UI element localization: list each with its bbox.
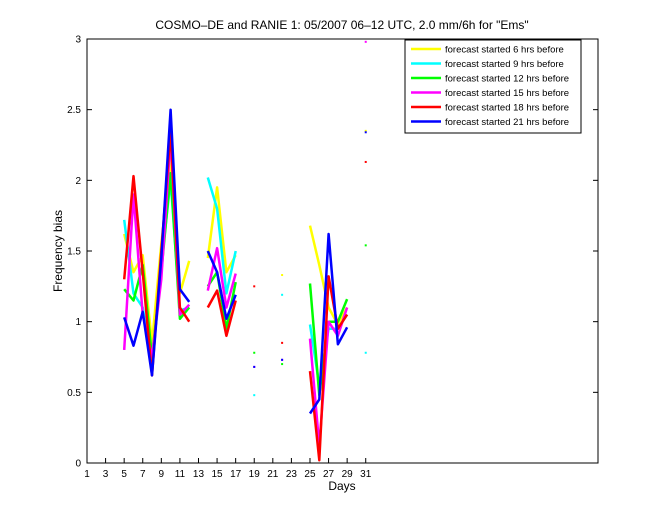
series-point [364, 351, 367, 354]
y-tick-label: 2.5 [67, 105, 81, 116]
series-6 [123, 108, 367, 415]
legend-label: forecast started 21 hrs before [445, 117, 569, 128]
x-tick-label: 13 [193, 469, 205, 480]
series-line [308, 307, 349, 448]
series-point [364, 244, 367, 247]
series-point [281, 363, 284, 366]
legend-entry: forecast started 9 hrs before [411, 59, 564, 70]
series-point [253, 365, 256, 368]
series-point [281, 274, 284, 277]
series-line [308, 275, 349, 462]
legend-box [404, 39, 582, 134]
legend-label: forecast started 12 hrs before [445, 74, 569, 85]
x-tick-label: 15 [212, 469, 224, 480]
series-line [206, 250, 237, 321]
series-point [281, 358, 284, 361]
y-tick-label: 1.5 [67, 247, 81, 258]
x-tick-label: 23 [286, 469, 298, 480]
x-tick-label: 17 [230, 469, 242, 480]
x-tick-label: 21 [267, 469, 279, 480]
series-line [206, 177, 237, 295]
legend: forecast started 6 hrs before forecast st… [404, 39, 582, 134]
x-tick-label: 25 [304, 469, 316, 480]
x-tick-label: 7 [140, 469, 146, 480]
series-line [123, 108, 191, 377]
series-layer [122, 40, 367, 462]
y-axis-ticks: 0 0.5 1 1.5 2 2.5 3 [67, 35, 598, 470]
legend-entry: forecast started 21 hrs before [411, 117, 569, 128]
x-tick-label: 11 [175, 469, 186, 480]
x-tick-label: 3 [103, 469, 109, 480]
x-tick-label: 29 [342, 469, 354, 480]
y-tick-label: 0.5 [67, 388, 81, 399]
legend-entry: forecast started 18 hrs before [411, 103, 569, 114]
x-tick-label: 5 [121, 469, 127, 480]
series-point [253, 394, 256, 397]
y-tick-label: 0 [75, 459, 81, 470]
x-tick-label: 19 [249, 469, 261, 480]
series-line [206, 186, 237, 274]
x-tick-label: 31 [360, 469, 372, 480]
legend-label: forecast started 15 hrs before [445, 88, 569, 99]
series-line [206, 246, 237, 309]
series-line [308, 225, 349, 326]
series-point [364, 129, 367, 132]
x-tick-label: 27 [323, 469, 335, 480]
x-tick-label: 1 [84, 469, 90, 480]
series-point [364, 40, 367, 43]
series-point [253, 351, 256, 354]
legend-label: forecast started 18 hrs before [445, 103, 569, 114]
y-tick-label: 3 [75, 35, 81, 46]
x-axis-label: Days [328, 479, 355, 493]
series-point [281, 341, 284, 344]
y-axis-label: Frequency bias [51, 210, 65, 292]
x-tick-label: 9 [159, 469, 165, 480]
series-line [206, 289, 237, 338]
chart-title: COSMO–DE and RANIE 1: 05/2007 06–12 UTC,… [155, 18, 528, 32]
legend-entry: forecast started 15 hrs before [411, 88, 569, 99]
legend-entry: forecast started 12 hrs before [411, 74, 569, 85]
series-point [364, 131, 367, 134]
legend-label: forecast started 6 hrs before [445, 45, 564, 56]
series-line [308, 232, 349, 415]
series-point [364, 160, 367, 163]
legend-label: forecast started 9 hrs before [445, 59, 564, 70]
x-axis-ticks: 1 3 5 7 9 11 13 15 17 19 21 23 25 27 29 31 [84, 458, 372, 480]
series-point [281, 293, 284, 296]
legend-entry: forecast started 6 hrs before [411, 45, 564, 56]
y-tick-label: 2 [75, 176, 81, 187]
series-point [253, 285, 256, 288]
y-tick-label: 1 [75, 317, 81, 328]
